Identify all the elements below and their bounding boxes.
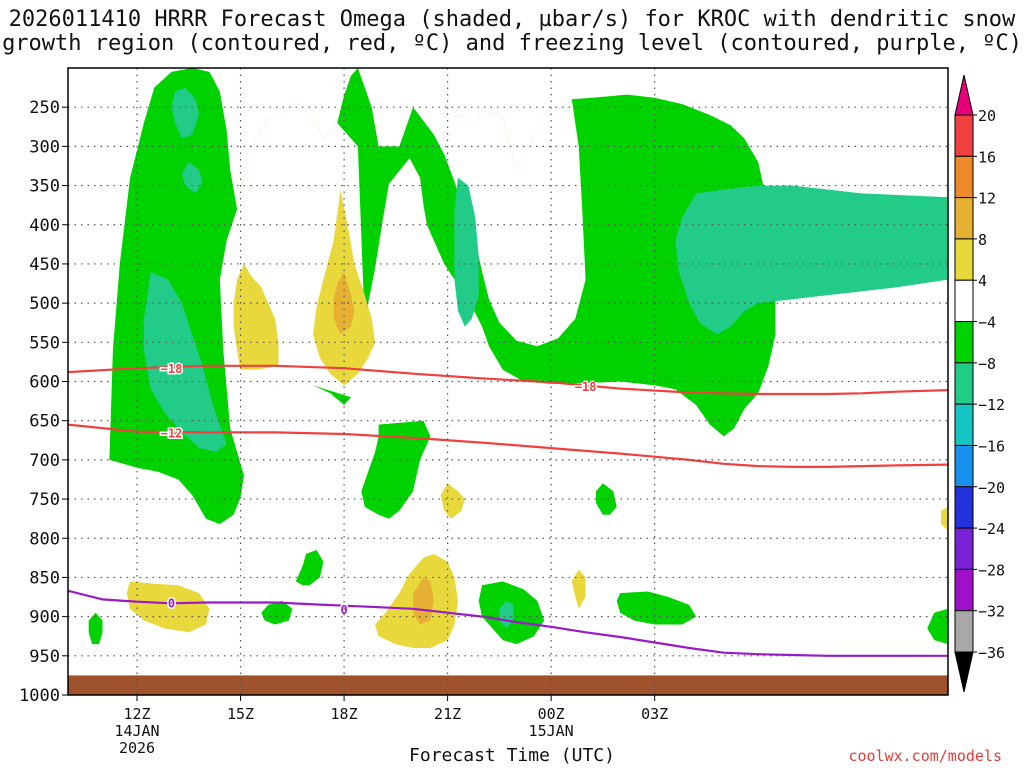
colorbar-label-2: 12 (978, 190, 996, 208)
omega-region-20 (413, 577, 434, 625)
omega-region-15 (295, 550, 324, 586)
chart-title-line1: 2026011410 HRRR Forecast Omega (shaded, … (8, 7, 1016, 32)
omega-region-4 (171, 87, 200, 139)
colorbar-label-5: −4 (978, 314, 996, 332)
colorbar: 20 16 12 8 4 −4 −8 −12 −16 −20 −24 −28 −32 −36 (954, 74, 1005, 693)
colorbar-label-8: −16 (978, 437, 1005, 455)
x-tick-label-12Z-2: 2026 (119, 739, 155, 757)
colorbar-label-1: 16 (978, 148, 996, 166)
x-tick-label-00Z-1: 15JAN (529, 722, 574, 740)
credit-link[interactable]: coolwx.com/models (848, 747, 1002, 765)
omega-region-16 (126, 581, 210, 633)
colorbar-swatch-2 (954, 155, 974, 199)
omega-region-24 (616, 591, 697, 625)
colorbar-swatch-13 (954, 610, 974, 653)
ground-surface (68, 675, 948, 695)
contour-line-1 (68, 423, 948, 468)
colorbar-swatch-7 (954, 362, 974, 405)
y-tick-label-800: 800 (29, 529, 60, 549)
x-tick-label-21Z-0: 21Z (434, 705, 461, 723)
colorbar-swatch-11 (954, 527, 974, 570)
x-tick-label-00Z-0: 00Z (538, 705, 565, 723)
colorbar-swatch-1 (954, 114, 974, 157)
y-tick-label-300: 300 (29, 137, 60, 157)
omega-region-1 (219, 103, 365, 476)
colorbar-swatch-8 (954, 403, 974, 446)
colorbar-label-11: −28 (978, 561, 1005, 579)
colorbar-swatch-10 (954, 486, 974, 529)
y-tick-label-400: 400 (29, 216, 60, 236)
x-axis-title: Forecast Time (UTC) (409, 745, 615, 766)
y-tick-label-650: 650 (29, 412, 60, 432)
omega-region-3 (143, 271, 227, 452)
x-tick-label-03Z-0: 03Z (641, 705, 668, 723)
colorbar-label-6: −8 (978, 355, 996, 373)
omega-region-2 (433, 99, 586, 347)
colorbar-label-9: −20 (978, 479, 1005, 497)
y-tick-label-1000: 1000 (19, 686, 60, 706)
contour-label-2-0: 0 (168, 597, 175, 611)
omega-region-12 (440, 483, 465, 519)
omega-region-5 (181, 162, 203, 194)
omega-region-8 (233, 263, 279, 370)
colorbar-swatch-top (954, 74, 974, 116)
y-tick-label-750: 750 (29, 490, 60, 510)
colorbar-label-7: −12 (978, 396, 1005, 414)
y-tick-label-250: 250 (29, 98, 60, 118)
y-tick-label-950: 950 (29, 647, 60, 667)
colorbar-swatch-5 (954, 279, 974, 323)
colorbar-swatch-bottom (954, 651, 974, 693)
colorbar-swatch-9 (954, 444, 974, 488)
y-tick-label-900: 900 (29, 608, 60, 628)
omega-region-7 (675, 185, 948, 335)
y-tick-label-600: 600 (29, 373, 60, 393)
omega-region-13 (596, 483, 617, 515)
contour-label-1-0: −12 (161, 426, 183, 440)
y-tick-label-850: 850 (29, 568, 60, 588)
y-tick-label-500: 500 (29, 294, 60, 314)
omega-region-11 (361, 420, 431, 519)
y-tick-label-550: 550 (29, 333, 60, 353)
omega-region-6 (454, 177, 479, 327)
colorbar-swatch-4 (954, 238, 974, 281)
colorbar-label-3: 8 (978, 231, 987, 249)
contour-line-2 (68, 589, 948, 657)
x-tick-label-18Z-0: 18Z (331, 705, 358, 723)
contour-label-0-1: −18 (575, 380, 597, 394)
x-tick-label-15Z-0: 15Z (227, 705, 254, 723)
y-tick-label-450: 450 (29, 255, 60, 275)
x-tick-label-12Z-1: 14JAN (114, 722, 159, 740)
colorbar-swatch-3 (954, 197, 974, 240)
colorbar-label-4: 4 (978, 272, 987, 290)
omega-region-17 (88, 612, 103, 645)
colorbar-label-10: −24 (978, 520, 1005, 538)
colorbar-label-13: −36 (978, 644, 1005, 662)
colorbar-label-0: 20 (978, 107, 996, 125)
x-tick-label-12Z-0: 12Z (123, 705, 150, 723)
contour-label-0-0: −18 (161, 362, 183, 376)
omega-region-25 (927, 608, 948, 645)
omega-region-23 (571, 569, 586, 609)
omega-region-18 (261, 600, 293, 625)
chart-title-line2: growth region (contoured, red, ºC) and f… (2, 31, 1022, 56)
omega-region-14 (941, 506, 948, 531)
y-tick-label-700: 700 (29, 451, 60, 471)
y-tick-label-350: 350 (29, 177, 60, 197)
grid (68, 68, 948, 695)
colorbar-swatch-6 (954, 321, 974, 364)
colorbar-swatch-12 (954, 568, 974, 612)
contour-label-2-1: 0 (340, 603, 347, 617)
colorbar-label-12: −32 (978, 603, 1005, 621)
contour-line-0 (68, 364, 948, 396)
